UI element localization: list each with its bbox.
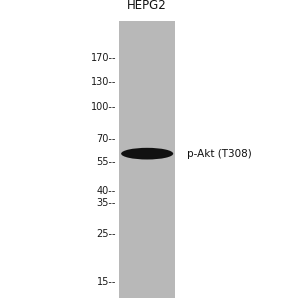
Text: 25--: 25-- [97,229,116,239]
Text: 55--: 55-- [97,157,116,167]
Text: 35--: 35-- [97,198,116,208]
Text: 15--: 15-- [97,277,116,287]
Bar [119,21,175,298]
Text: 40--: 40-- [97,186,116,196]
Text: p-Akt (T308): p-Akt (T308) [187,149,252,159]
Text: HEPG2: HEPG2 [127,0,167,12]
Text: 100--: 100-- [91,102,116,111]
Ellipse shape [121,148,173,160]
Text: 170--: 170-- [91,52,116,63]
Text: 130--: 130-- [91,77,116,87]
Text: 70--: 70-- [97,134,116,144]
